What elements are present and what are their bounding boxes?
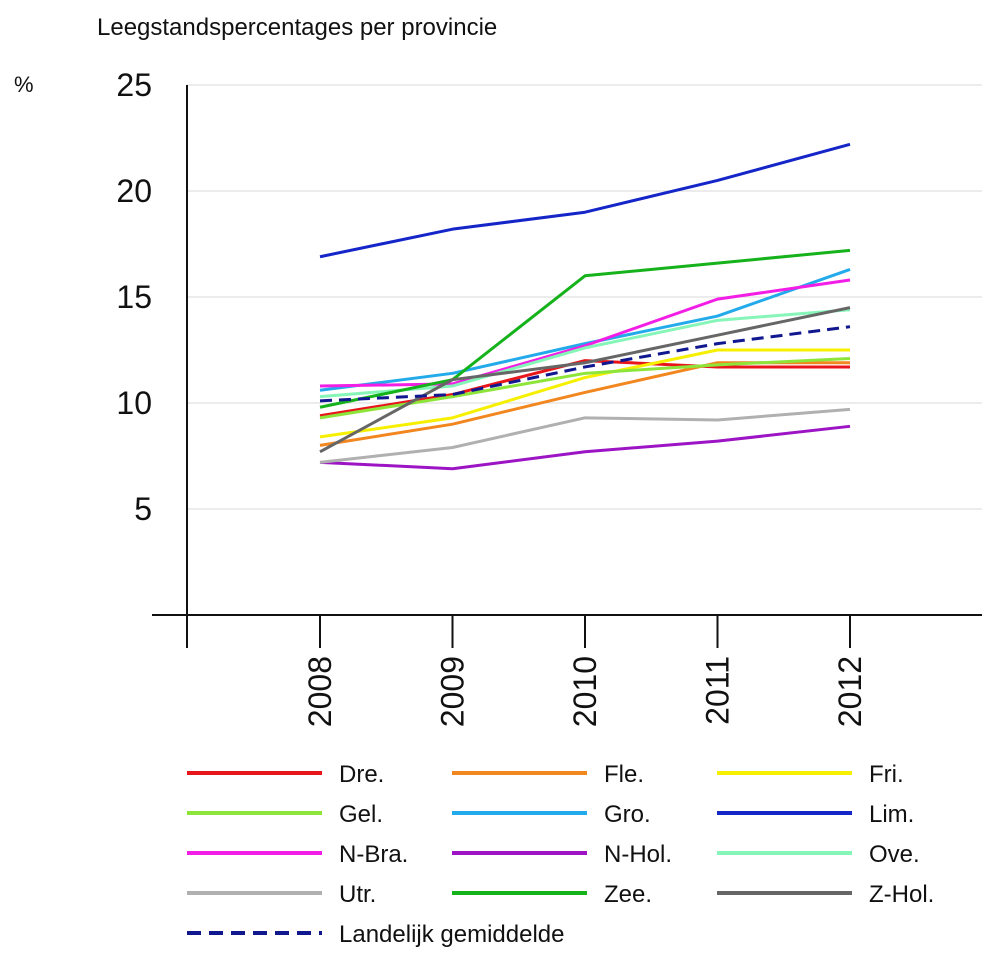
x-tick-label: 2011: [700, 656, 736, 725]
y-tick-labels: 5 10 15 20 25: [116, 67, 152, 527]
series-line-fri: [319, 348, 850, 439]
x-tick-label: 2010: [567, 656, 603, 727]
chart-title: Leegstandspercentages per provincie: [97, 14, 497, 41]
legend-label: Ove.: [869, 841, 920, 868]
legend-item: Fle.: [452, 761, 644, 788]
legend-label: Fri.: [869, 761, 904, 788]
legend-label: Dre.: [339, 761, 384, 788]
y-tick-label: 15: [116, 279, 152, 315]
legend-item: Utr.: [187, 881, 376, 908]
x-tick-labels: 2008 2009 2010 2011 2012: [302, 656, 868, 727]
legend-item: N-Hol.: [452, 841, 672, 868]
legend-label: Gel.: [339, 801, 383, 828]
legend-label: Utr.: [339, 881, 376, 908]
series-line-n-bra: [319, 278, 851, 388]
gridlines: [187, 84, 982, 510]
series-line-z-hol: [319, 306, 851, 454]
series-line-gro: [319, 268, 851, 392]
legend-item: Landelijk gemiddelde: [187, 921, 565, 948]
legend-item: Lim.: [717, 801, 914, 828]
series-line-zee: [319, 248, 851, 409]
legend-label: Landelijk gemiddelde: [339, 921, 565, 948]
y-tick-label: 20: [116, 173, 152, 209]
series-line-n-hol: [319, 424, 851, 471]
y-tick-label: 5: [134, 491, 152, 527]
x-tick-label: 2009: [435, 656, 471, 727]
legend-item: Z-Hol.: [717, 881, 934, 908]
y-tick-label: 25: [116, 67, 152, 103]
legend-label: Gro.: [604, 801, 651, 828]
legend-item: Zee.: [452, 881, 652, 908]
legend-label: Lim.: [869, 801, 914, 828]
legend-item: Fri.: [717, 761, 904, 788]
series-line-dre: [319, 359, 850, 418]
y-tick-label: 10: [116, 385, 152, 421]
y-axis-unit: %: [14, 72, 34, 97]
legend-label: Zee.: [604, 881, 652, 908]
legend-label: N-Hol.: [604, 841, 672, 868]
series-line-landelijk-gemiddelde: [319, 325, 851, 403]
x-tick-label: 2008: [302, 656, 338, 727]
legend-label: N-Bra.: [339, 841, 408, 868]
legend-item: N-Bra.: [187, 841, 408, 868]
series-line-utr: [319, 407, 851, 464]
legend-item: Dre.: [187, 761, 384, 788]
legend-label: Z-Hol.: [869, 881, 934, 908]
legend: Dre. Fle. Fri. Gel. Gro. Lim. N-Bra. N-Hol. Ove.…: [187, 761, 934, 948]
legend-item: Gel.: [187, 801, 383, 828]
x-tick-label: 2012: [832, 656, 868, 727]
series-lines: [319, 142, 851, 471]
legend-item: Ove.: [717, 841, 920, 868]
series-line-lim: [319, 142, 851, 259]
axes: [152, 85, 982, 648]
legend-label: Fle.: [604, 761, 644, 788]
legend-item: Gro.: [452, 801, 651, 828]
